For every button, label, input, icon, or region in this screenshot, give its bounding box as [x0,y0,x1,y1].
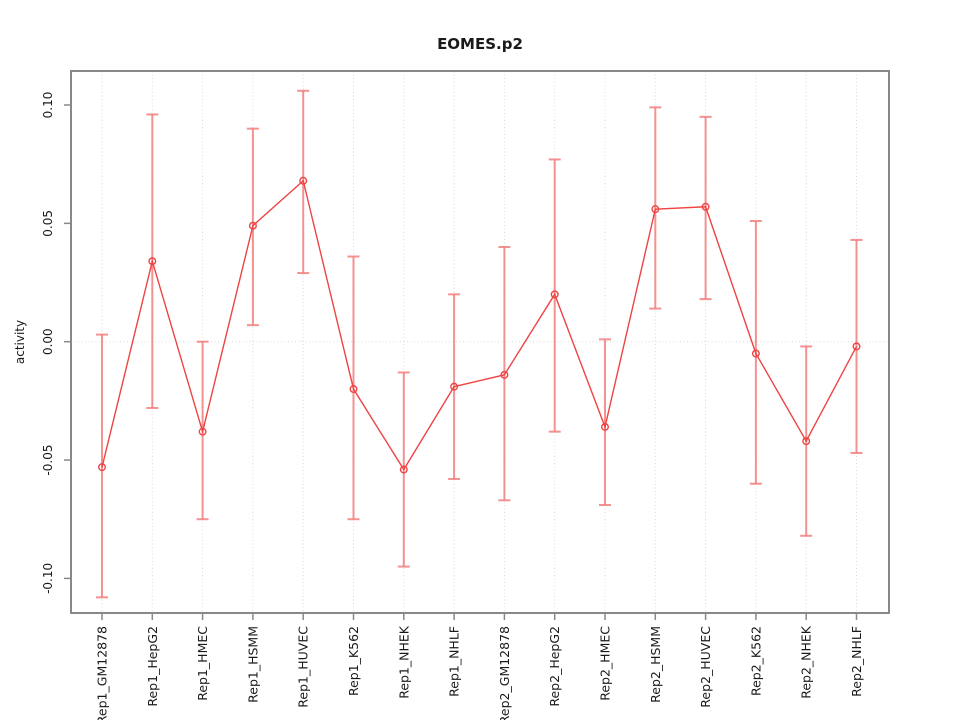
data-point [500,370,509,379]
data-point [248,221,257,230]
y-tick-label: -0.10 [41,563,55,594]
plot-area: Rep1_GM12878 Rep1_HepG2 Rep1_HMEC Rep1_HSMM… [41,70,890,720]
data-point [97,463,106,472]
x-tick-label: Rep1_HMEC [195,626,210,701]
y-tick-label: 0.10 [41,92,55,119]
data-point [148,257,157,266]
data-point [852,342,861,351]
data-point [399,465,408,474]
x-tick-label: Rep1_HUVEC [296,626,311,708]
plot-frame [70,70,890,614]
data-point [802,437,811,446]
data-point [450,382,459,391]
x-tick-label: Rep1_HepG2 [145,626,160,707]
data-point [299,176,308,185]
x-tick-label: Rep1_HSMM [245,626,260,703]
data-point [550,290,559,299]
y-tick-label: -0.05 [41,445,55,476]
chart-title: EOMES.p2 [437,35,523,53]
data-point [651,205,660,214]
y-tick-label: 0.05 [41,210,55,237]
x-tick-label: Rep2_NHLF [849,626,864,697]
x-tick-label: Rep2_NHEK [799,625,814,699]
data-point [601,422,610,431]
data-point [198,427,207,436]
y-tick-label: 0.00 [41,328,55,355]
data-point [751,349,760,358]
data-point [701,202,710,211]
x-tick-label: Rep2_GM12878 [497,626,512,720]
x-tick-label: Rep1_GM12878 [95,626,110,720]
x-tick-label: Rep1_NHLF [447,626,462,697]
x-tick-label: Rep2_HSMM [648,626,663,703]
x-tick-label: Rep1_NHEK [396,625,411,699]
x-tick-label: Rep2_HMEC [598,626,613,701]
x-tick-label: Rep2_HepG2 [547,626,562,707]
series-line [101,179,858,471]
x-tick-label: Rep2_HUVEC [698,626,713,708]
y-axis-label: activity [13,320,27,364]
x-tick-label: Rep1_K562 [346,626,361,696]
x-tick-label: Rep2_K562 [748,626,763,696]
data-point [349,385,358,394]
